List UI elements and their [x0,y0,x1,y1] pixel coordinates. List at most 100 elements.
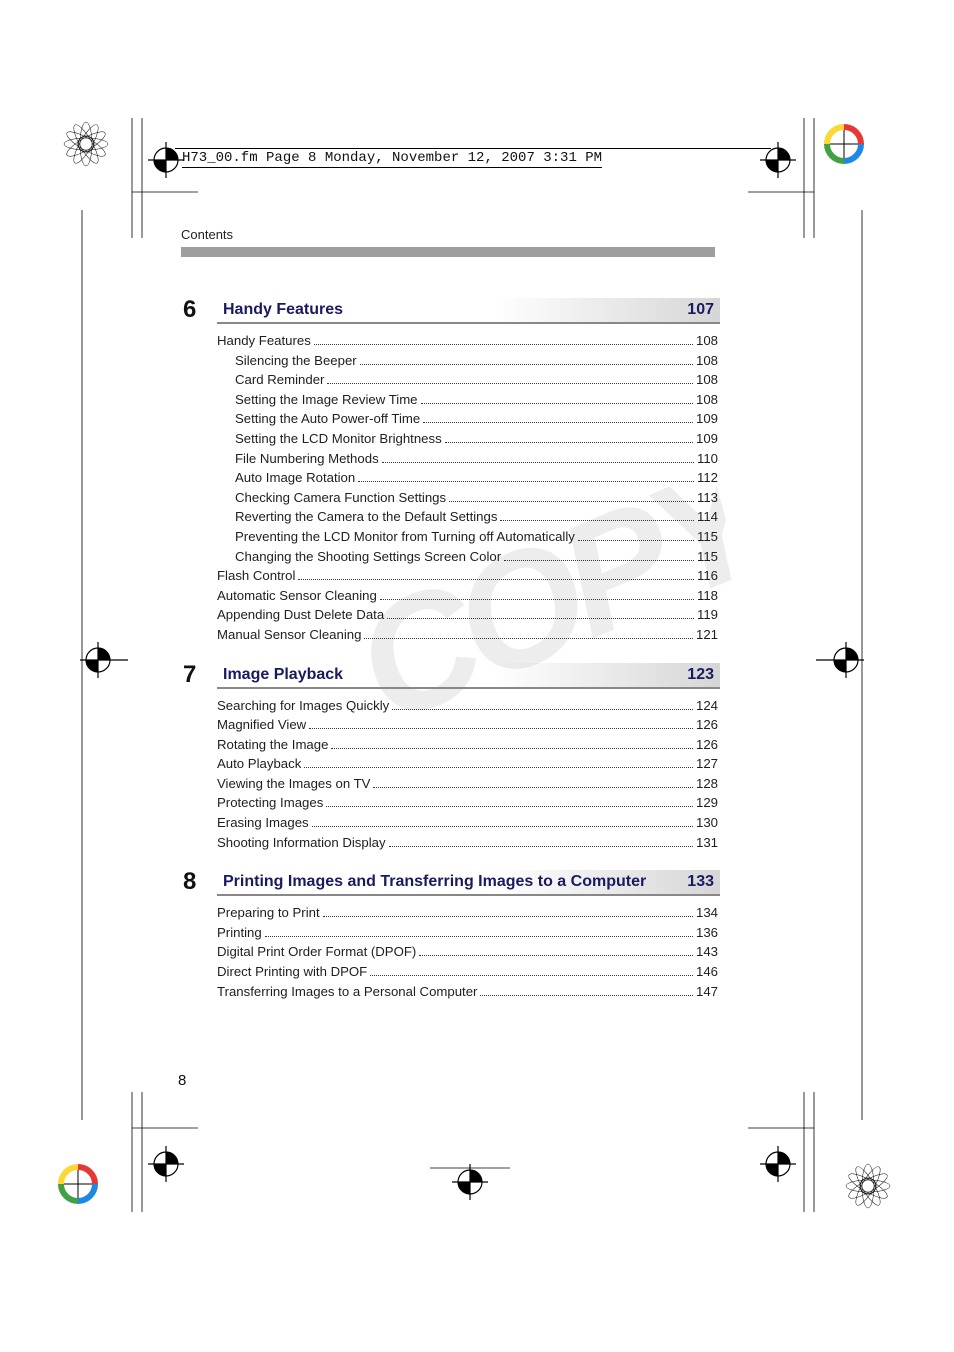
toc-entry-page: 110 [697,449,718,469]
toc-entry: Manual Sensor Cleaning 121 [181,625,720,645]
toc-leader-dots [358,481,694,482]
toc-leader-dots [419,955,693,956]
crop-mark-mid-right [816,640,866,680]
chapter-title: Image Playback [223,666,687,684]
toc-entry-label: Transferring Images to a Personal Comput… [217,982,477,1002]
toc-entry-page: 134 [696,903,718,923]
toc-entry-label: Flash Control [217,566,295,586]
toc-entry-label: Setting the LCD Monitor Brightness [235,429,442,449]
crop-line-right [860,210,864,1120]
crop-mark-corner-bl [118,1092,198,1212]
toc-entry-label: Changing the Shooting Settings Screen Co… [235,547,501,567]
chapter-number: 8 [181,870,217,896]
toc-entry: Automatic Sensor Cleaning 118 [181,586,720,606]
toc-leader-dots [327,383,693,384]
registration-rosette-bottom-right [844,1162,892,1210]
toc-entry-page: 114 [697,507,718,527]
toc-entry-page: 126 [696,735,718,755]
toc-entry-label: Searching for Images Quickly [217,696,389,716]
chapter-title-bar: Printing Images and Transferring Images … [217,870,720,896]
toc-leader-dots [326,806,693,807]
toc-entry: Rotating the Image 126 [181,735,720,755]
toc-entry-label: Rotating the Image [217,735,328,755]
chapter-heading: 7Image Playback123 [181,663,720,689]
toc-entry-page: 131 [696,833,718,853]
toc-leader-dots [480,995,693,996]
chapter-start-page: 123 [687,666,716,684]
toc-entry-label: Card Reminder [235,370,324,390]
toc-entry-label: Appending Dust Delete Data [217,605,384,625]
toc-leader-dots [265,936,693,937]
registration-rosette-top-left [62,120,110,168]
toc-entry-page: 129 [696,793,718,813]
toc-leader-dots [304,767,693,768]
toc-entry-page: 115 [697,527,718,547]
toc-entry-label: Preparing to Print [217,903,320,923]
toc-entry-label: Viewing the Images on TV [217,774,370,794]
toc-leader-dots [373,787,693,788]
toc-entry-label: Preventing the LCD Monitor from Turning … [235,527,575,547]
toc-leader-dots [449,501,694,502]
toc-entry-label: Magnified View [217,715,306,735]
color-registration-top-right [824,124,864,164]
toc-entry-page: 116 [697,566,718,586]
toc-entry: Setting the Auto Power-off Time 109 [181,409,720,429]
crop-mark-mid-left [78,640,128,680]
chapter-heading: 8Printing Images and Transferring Images… [181,870,720,896]
page-number: 8 [178,1072,186,1089]
toc-entry-page: 108 [696,390,718,410]
toc-leader-dots [382,462,694,463]
toc-entry-label: Silencing the Beeper [235,351,357,371]
color-registration-bottom-left [58,1164,98,1204]
toc-entry-label: Automatic Sensor Cleaning [217,586,377,606]
chapter-title: Handy Features [223,301,687,319]
toc-entry-label: Digital Print Order Format (DPOF) [217,942,416,962]
toc-entry-page: 118 [697,586,718,606]
toc-entry-page: 113 [697,488,718,508]
toc-entry-page: 147 [696,982,718,1002]
toc-leader-dots [389,846,693,847]
toc-entry: Magnified View 126 [181,715,720,735]
toc-entry-page: 109 [696,409,718,429]
toc-entry: Auto Image Rotation 112 [181,468,720,488]
chapter-start-page: 133 [687,873,716,891]
toc-entry-label: Manual Sensor Cleaning [217,625,361,645]
toc-entry-page: 124 [696,696,718,716]
toc-leader-dots [370,975,693,976]
toc-entry: Erasing Images 130 [181,813,720,833]
toc-entry: Setting the LCD Monitor Brightness 109 [181,429,720,449]
toc-entry: Auto Playback 127 [181,754,720,774]
toc-entry: Protecting Images 129 [181,793,720,813]
toc-entry-page: 136 [696,923,718,943]
toc-leader-dots [392,709,693,710]
toc-leader-dots [331,748,693,749]
toc-entry-page: 146 [696,962,718,982]
toc-entry-page: 128 [696,774,718,794]
chapter-start-page: 107 [687,301,716,319]
toc-section: 7Image Playback123 Searching for Images Q… [181,663,720,853]
toc-leader-dots [360,364,693,365]
toc-entry-page: 130 [696,813,718,833]
chapter-heading: 6 Handy Features107 [181,298,720,324]
toc-leader-dots [423,422,693,423]
toc-entry-label: Auto Playback [217,754,301,774]
toc-entry-label: Reverting the Camera to the Default Sett… [235,507,497,527]
toc-entry-page: 126 [696,715,718,735]
toc-entry: Checking Camera Function Settings 113 [181,488,720,508]
toc-entry-label: Setting the Image Review Time [235,390,418,410]
toc-entry-label: Protecting Images [217,793,323,813]
toc-entry-label: Auto Image Rotation [235,468,355,488]
toc-entry-label: Shooting Information Display [217,833,386,853]
toc-entry-page: 108 [696,351,718,371]
toc-leader-dots [421,403,693,404]
framemaker-header-rule [175,148,771,149]
chapter-number: 6 [181,298,217,324]
toc-entry: Silencing the Beeper 108 [181,351,720,371]
toc-entry-label: File Numbering Methods [235,449,379,469]
crop-mark-corner-tl [118,118,198,238]
toc-leader-dots [387,618,694,619]
crop-mark-bottom-center [430,1154,510,1204]
toc-entry: Preparing to Print 134 [181,903,720,923]
toc-leader-dots [380,599,694,600]
toc-entry-page: 108 [696,331,718,351]
